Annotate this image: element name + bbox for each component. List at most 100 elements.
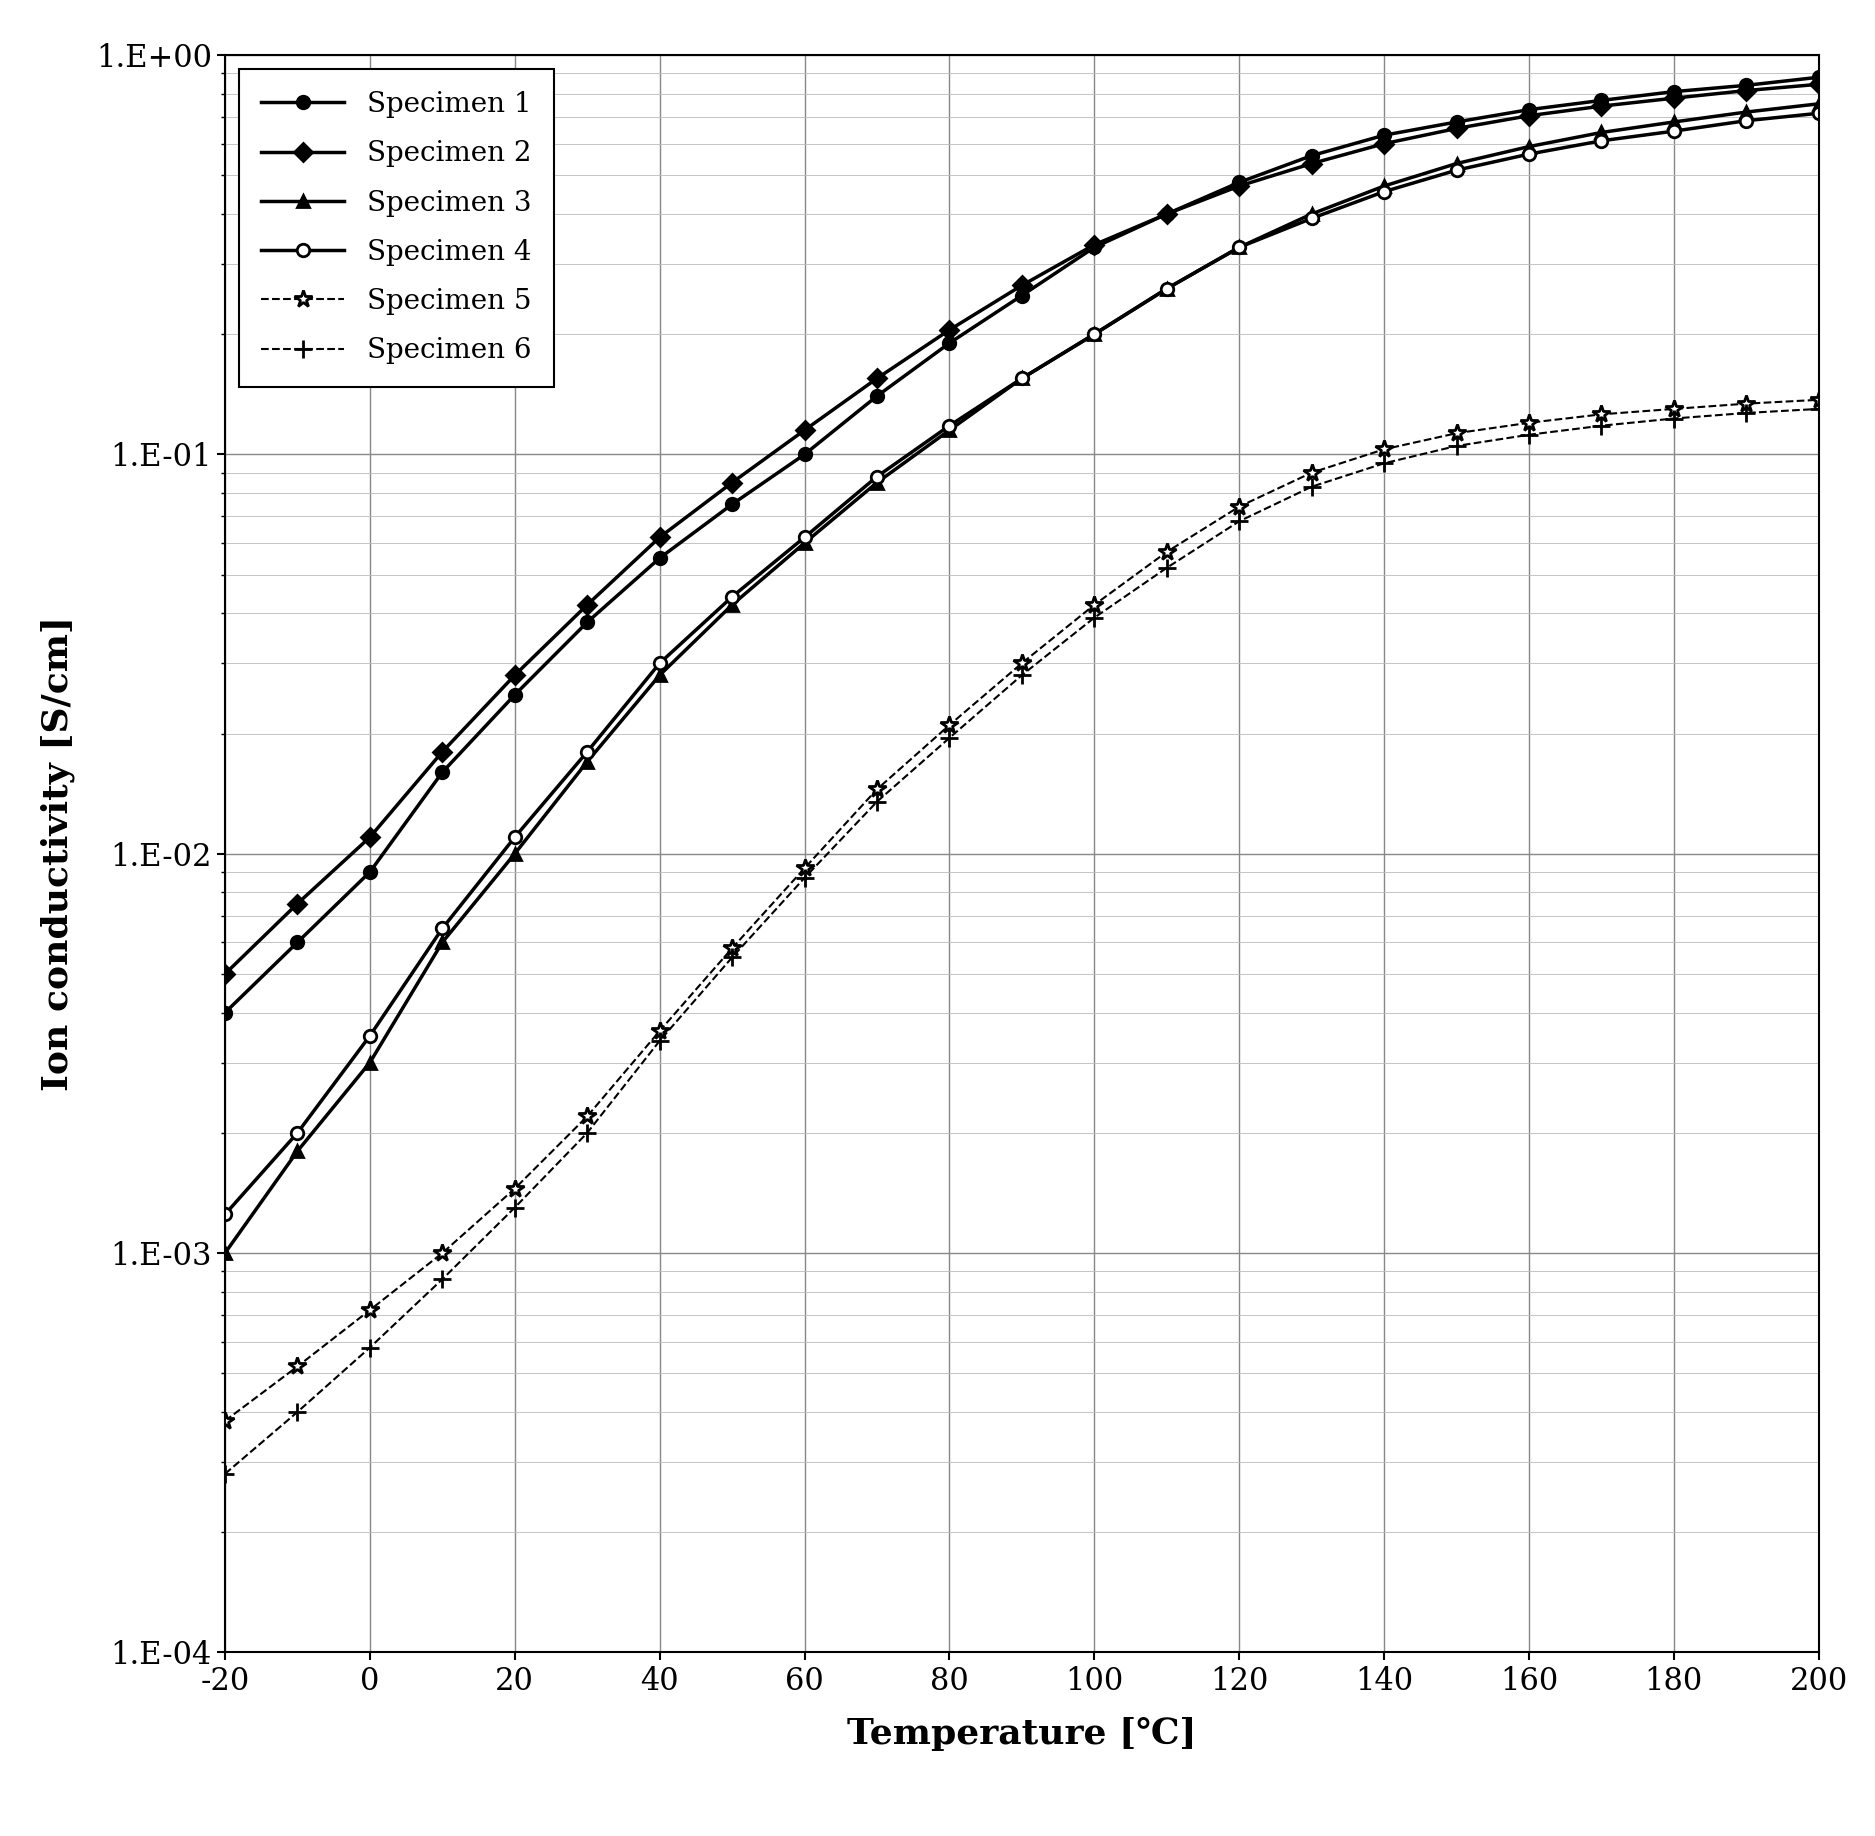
Specimen 2: [1228, 174, 1251, 196]
Specimen 5: [431, 1243, 454, 1265]
Specimen 5: [1517, 411, 1539, 433]
X-axis label: Temperature [℃]: Temperature [℃]: [848, 1717, 1196, 1752]
Specimen 4: [1011, 367, 1033, 389]
Specimen 1: [576, 611, 598, 633]
Specimen 3: [1590, 121, 1612, 143]
Specimen 1: [1011, 285, 1033, 307]
Specimen 4: [1084, 323, 1106, 345]
Specimen 1: [1590, 90, 1612, 112]
Specimen 2: [938, 319, 960, 341]
Specimen 1: [1663, 81, 1686, 103]
Specimen 6: [1663, 408, 1686, 430]
Specimen 5: [1155, 542, 1178, 564]
Specimen 6: [938, 727, 960, 749]
Specimen 1: [504, 683, 527, 705]
Line: Specimen 6: Specimen 6: [216, 400, 1828, 1483]
Specimen 4: [793, 527, 816, 549]
Specimen 1: [720, 494, 742, 516]
Specimen 2: [1155, 204, 1178, 226]
Specimen 6: [504, 1197, 527, 1219]
Specimen 6: [287, 1401, 309, 1423]
Specimen 3: [1446, 152, 1468, 174]
Specimen 5: [576, 1105, 598, 1127]
Specimen 6: [358, 1337, 381, 1359]
Specimen 5: [1663, 398, 1686, 420]
Specimen 4: [1734, 110, 1757, 132]
Specimen 4: [576, 740, 598, 762]
Specimen 4: [1372, 180, 1395, 202]
Specimen 5: [793, 857, 816, 879]
Specimen 6: [1228, 510, 1251, 532]
Specimen 5: [504, 1177, 527, 1199]
Specimen 4: [1446, 160, 1468, 182]
Specimen 4: [1155, 277, 1178, 299]
Specimen 6: [720, 946, 742, 968]
Specimen 6: [576, 1122, 598, 1144]
Specimen 6: [1011, 665, 1033, 687]
Specimen 3: [214, 1243, 236, 1265]
Specimen 1: [431, 762, 454, 784]
Specimen 5: [1011, 652, 1033, 674]
Specimen 5: [649, 1021, 671, 1043]
Specimen 2: [1372, 132, 1395, 154]
Specimen 4: [1808, 103, 1830, 125]
Specimen 3: [866, 472, 889, 494]
Specimen 5: [1228, 496, 1251, 518]
Specimen 4: [1663, 119, 1686, 141]
Specimen 6: [1301, 476, 1324, 498]
Specimen 1: [1734, 73, 1757, 95]
Specimen 4: [1590, 130, 1612, 152]
Specimen 6: [1517, 424, 1539, 446]
Specimen 3: [358, 1052, 381, 1074]
Legend: Specimen 1, Specimen 2, Specimen 3, Specimen 4, Specimen 5, Specimen 6: Specimen 1, Specimen 2, Specimen 3, Spec…: [238, 70, 553, 387]
Specimen 3: [1734, 101, 1757, 123]
Specimen 4: [504, 826, 527, 848]
Specimen 5: [1372, 439, 1395, 461]
Specimen 6: [793, 867, 816, 889]
Specimen 3: [1808, 94, 1830, 116]
Specimen 6: [1446, 435, 1468, 457]
Specimen 6: [1155, 556, 1178, 578]
Specimen 3: [1011, 367, 1033, 389]
Specimen 6: [1808, 398, 1830, 420]
Specimen 1: [1228, 171, 1251, 193]
Specimen 2: [1446, 118, 1468, 140]
Y-axis label: Ion conductivity [S/cm]: Ion conductivity [S/cm]: [41, 617, 75, 1091]
Specimen 2: [1808, 73, 1830, 95]
Specimen 6: [1084, 606, 1106, 628]
Specimen 1: [1155, 204, 1178, 226]
Specimen 1: [938, 332, 960, 354]
Specimen 3: [1372, 174, 1395, 196]
Specimen 6: [1372, 452, 1395, 474]
Specimen 4: [1517, 143, 1539, 165]
Specimen 1: [649, 547, 671, 569]
Specimen 5: [720, 936, 742, 958]
Specimen 1: [287, 931, 309, 953]
Specimen 5: [214, 1410, 236, 1432]
Specimen 5: [1590, 404, 1612, 426]
Specimen 2: [1084, 233, 1106, 255]
Line: Specimen 4: Specimen 4: [219, 106, 1824, 1221]
Specimen 3: [1663, 110, 1686, 132]
Specimen 4: [720, 586, 742, 608]
Specimen 5: [866, 778, 889, 800]
Specimen 2: [720, 472, 742, 494]
Specimen 5: [1084, 593, 1106, 615]
Line: Specimen 2: Specimen 2: [219, 79, 1824, 980]
Specimen 3: [938, 419, 960, 441]
Specimen 4: [938, 415, 960, 437]
Specimen 2: [358, 826, 381, 848]
Specimen 6: [431, 1269, 454, 1291]
Specimen 2: [504, 665, 527, 687]
Specimen 4: [358, 1024, 381, 1047]
Specimen 4: [214, 1203, 236, 1225]
Specimen 5: [938, 714, 960, 736]
Specimen 2: [431, 740, 454, 762]
Specimen 1: [866, 386, 889, 408]
Specimen 2: [1590, 95, 1612, 118]
Specimen 6: [866, 791, 889, 813]
Specimen 3: [431, 931, 454, 953]
Specimen 1: [1517, 99, 1539, 121]
Specimen 5: [287, 1355, 309, 1377]
Line: Specimen 3: Specimen 3: [219, 97, 1824, 1259]
